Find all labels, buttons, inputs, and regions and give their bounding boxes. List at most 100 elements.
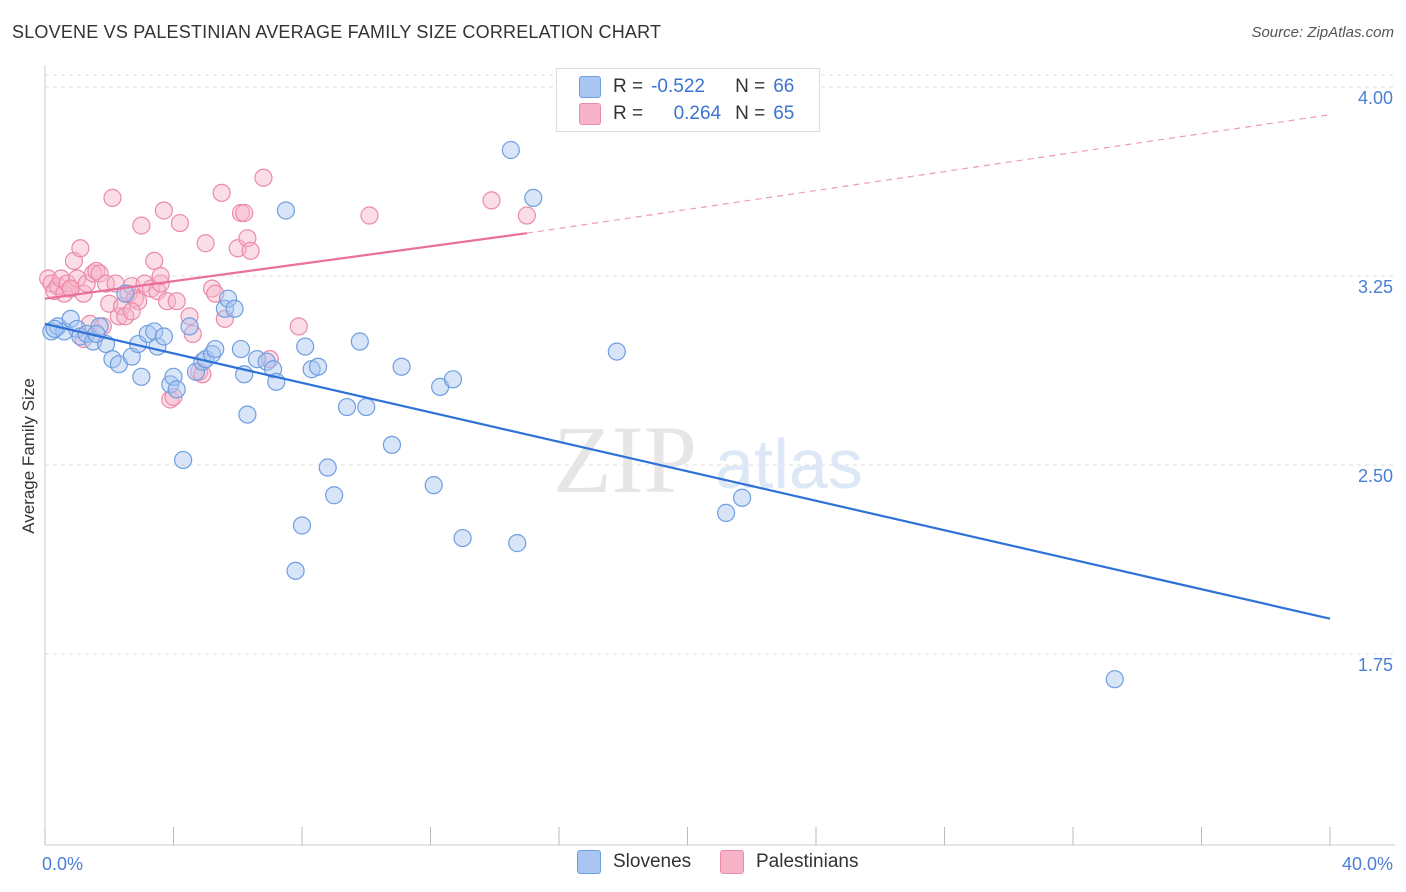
- slovenes-point: [443, 370, 463, 389]
- slovenes-point: [145, 322, 164, 341]
- palestinians-point: [90, 264, 109, 283]
- slovenes-point: [231, 339, 251, 359]
- palestinians-point: [84, 264, 103, 283]
- palestinians-point: [145, 251, 164, 270]
- slovenes-point: [45, 319, 64, 339]
- y-tick-label: 1.75: [1358, 655, 1393, 675]
- slovenes-point: [392, 357, 411, 376]
- palestinians-point: [167, 292, 186, 311]
- slovenes-point: [733, 488, 752, 507]
- slovenes-point: [501, 140, 520, 160]
- slovenes-point: [276, 201, 296, 220]
- slovenes-point: [337, 397, 357, 417]
- palestinians-point: [96, 274, 116, 293]
- slovenes-point: [286, 561, 305, 580]
- legend-row-slovenes: R = -0.522 N = 66: [579, 74, 794, 100]
- palestinians-point: [482, 191, 501, 210]
- slovenes-point: [607, 342, 626, 361]
- slovenes-point: [132, 367, 151, 386]
- palestinians-point: [87, 261, 106, 281]
- palestinians-point: [260, 350, 279, 369]
- palestinians-point: [157, 292, 177, 311]
- slovenes-points: [42, 140, 1124, 689]
- palestinians-point: [254, 168, 273, 187]
- legend-swatch-blue: [579, 76, 601, 98]
- slovenes-point: [296, 337, 315, 356]
- palestinians-point: [212, 183, 231, 202]
- slovenes-point: [154, 327, 173, 346]
- bottom-legend-label-slovenes: Slovenes: [613, 851, 692, 872]
- correlation-legend: R = -0.522 N = 66 R = 0.264 N = 65: [556, 68, 820, 132]
- palestinians-point: [154, 201, 173, 220]
- y-tick-label: 3.25: [1358, 277, 1393, 297]
- legend-swatch-pink: [579, 103, 601, 125]
- grid-lines: [45, 74, 1395, 655]
- slovenes-point: [357, 397, 376, 417]
- axes: [44, 65, 1395, 846]
- trend-lines: [44, 114, 1331, 620]
- palestinians-point: [180, 307, 199, 326]
- slovenes-point: [186, 362, 206, 381]
- palestinians-point: [151, 266, 170, 286]
- y-tick-label: 4.00: [1358, 88, 1393, 108]
- palestinians-point: [196, 234, 215, 253]
- x-tick-label-max: 40.0%: [1342, 854, 1393, 874]
- slovenes-point: [424, 476, 443, 495]
- slovenes-point: [61, 309, 80, 328]
- legend-r-label: R =: [613, 76, 644, 97]
- slovenes-trend-line: [44, 322, 1331, 620]
- palestinians-point: [132, 216, 151, 235]
- bottom-legend-palestinians: Palestinians: [720, 850, 858, 874]
- palestinians-point: [202, 279, 222, 298]
- palestinians-point: [289, 317, 308, 336]
- legend-row-palestinians: R = 0.264 N = 65: [579, 101, 794, 127]
- palestinians-point: [241, 241, 260, 260]
- legend-r-value: 0.264: [673, 103, 722, 124]
- palestinians-point: [517, 206, 536, 225]
- slovenes-point: [325, 486, 344, 505]
- bottom-legend-slovenes: Slovenes: [577, 850, 691, 874]
- chart-title: SLOVENE VS PALESTINIAN AVERAGE FAMILY SI…: [12, 22, 662, 42]
- slovenes-point: [215, 299, 234, 318]
- palestinians-point: [61, 279, 80, 298]
- palestinians-trend-line: [44, 232, 528, 300]
- slovenes-point: [292, 516, 312, 535]
- palestinians-point: [71, 239, 90, 258]
- legend-n-value: 66: [773, 76, 795, 97]
- slovenes-point: [382, 435, 402, 454]
- tick-labels: 1.75 2.50 3.25 4.00 0.0% 40.0%: [42, 88, 1393, 874]
- source-label: Source: ZipAtlas.com: [1251, 24, 1394, 41]
- slovenes-point: [508, 534, 527, 553]
- slovenes-point: [1105, 670, 1124, 689]
- slovenes-point: [219, 289, 238, 308]
- y-axis-label: Average Family Size: [19, 378, 38, 534]
- slovenes-point: [238, 405, 257, 424]
- y-tick-label: 2.50: [1358, 466, 1393, 486]
- slovenes-point: [453, 528, 472, 548]
- slovenes-point: [257, 352, 276, 371]
- slovenes-point: [174, 450, 193, 470]
- palestinians-point: [360, 206, 379, 225]
- palestinians-point: [122, 302, 141, 321]
- slovenes-point: [180, 317, 199, 336]
- slovenes-point: [716, 503, 736, 522]
- slovenes-point: [225, 299, 244, 318]
- slovenes-point: [167, 380, 186, 399]
- watermark-zip: ZIP: [553, 406, 697, 513]
- slovenes-point: [350, 332, 369, 351]
- bottom-legend-label-palestinians: Palestinians: [756, 851, 859, 872]
- palestinians-point: [161, 390, 180, 409]
- legend-n-label: N =: [735, 103, 766, 124]
- bottom-legend-swatch-blue: [577, 850, 601, 874]
- palestinians-point: [103, 188, 122, 207]
- slovenes-point: [206, 339, 225, 359]
- palestinians-trend-extension: [526, 114, 1331, 234]
- palestinians-point: [170, 213, 190, 233]
- bottom-legend-swatch-pink: [720, 850, 744, 874]
- watermark: ZIP atlas: [553, 406, 863, 513]
- slovenes-point: [318, 458, 337, 477]
- palestinians-point: [58, 274, 77, 293]
- slovenes-point: [524, 188, 543, 207]
- slovenes-point: [308, 357, 328, 376]
